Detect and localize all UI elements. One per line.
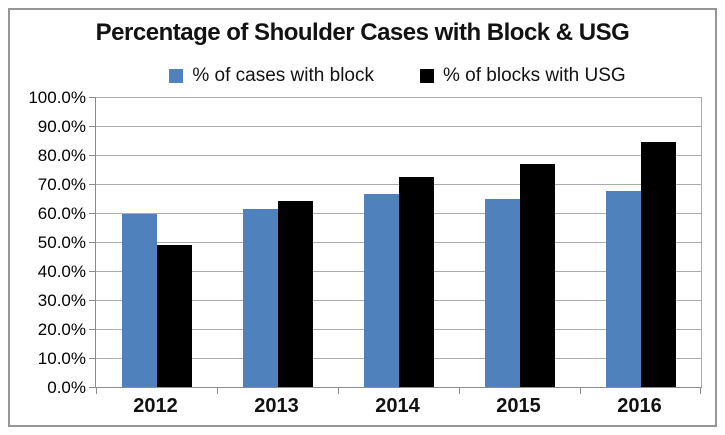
y-axis-tick (89, 271, 96, 272)
legend-item-cases-with-block: % of cases with block (169, 65, 374, 87)
y-axis-tick (89, 358, 96, 359)
bar-2012-series-0 (121, 214, 157, 387)
bar-2013-series-1 (277, 201, 313, 387)
y-axis-tick (89, 329, 96, 330)
x-axis-label-2013: 2013 (254, 395, 299, 417)
y-axis-label-80.0%: 80.0% (37, 146, 86, 165)
x-axis-tick (338, 388, 339, 394)
y-axis-tick (89, 242, 96, 243)
y-axis-label-70.0%: 70.0% (37, 175, 86, 194)
x-axis-label-2016: 2016 (617, 395, 662, 417)
x-axis-tick (217, 388, 218, 394)
x-axis-label-2015: 2015 (496, 395, 541, 417)
x-axis-label-2012: 2012 (133, 395, 178, 417)
legend: % of cases with block % of blocks with U… (95, 63, 700, 89)
bar-2016-series-0 (605, 191, 641, 387)
y-axis-tick (89, 300, 96, 301)
legend-label: % of cases with block (192, 65, 374, 86)
y-axis-label-50.0%: 50.0% (37, 233, 86, 252)
bar-2013-series-0 (242, 208, 278, 387)
gridline-100 (96, 97, 701, 98)
y-axis-tick (89, 184, 96, 185)
y-axis-label-30.0%: 30.0% (37, 291, 86, 310)
y-axis-tick (89, 126, 96, 127)
legend-marker-black-square-icon (419, 69, 434, 83)
y-axis-tick (89, 387, 96, 388)
bar-2014-series-1 (398, 176, 434, 387)
y-axis-label-0.0%: 0.0% (47, 378, 86, 397)
gridline-80 (96, 155, 701, 156)
chart-title: Percentage of Shoulder Cases with Block … (95, 19, 630, 46)
y-axis-labels: 0.0% 10.0% 20.0% 30.0% 40.0% 50.0% 60.0% 70.0% 8… (0, 88, 86, 397)
y-axis-tick (89, 155, 96, 156)
bar-2014-series-0 (363, 194, 399, 387)
y-axis-label-60.0%: 60.0% (37, 204, 86, 223)
bar-2015-series-0 (484, 198, 520, 387)
x-axis-tick (96, 388, 97, 394)
y-axis-label-10.0%: 10.0% (37, 349, 86, 368)
bar-2016-series-1 (640, 141, 676, 387)
y-axis-label-20.0%: 20.0% (37, 320, 86, 339)
x-axis-labels: 2012 2013 2014 2015 2016 (95, 395, 700, 421)
gridline-90 (96, 126, 701, 127)
y-axis-tick (89, 213, 96, 214)
legend-label: % of blocks with USG (442, 65, 626, 86)
plot-area (89, 97, 702, 394)
bar-2015-series-1 (519, 163, 555, 387)
legend-item-blocks-with-usg: % of blocks with USG (419, 65, 626, 87)
y-axis-tick (89, 97, 96, 98)
y-axis-label-40.0%: 40.0% (37, 262, 86, 281)
x-axis-label-2014: 2014 (375, 395, 420, 417)
y-axis-label-100.0%: 100.0% (28, 88, 86, 107)
x-axis-tick (700, 388, 701, 394)
legend-marker-blue-square-icon (169, 69, 184, 83)
y-axis-label-90.0%: 90.0% (37, 117, 86, 136)
x-axis-tick (580, 388, 581, 394)
bar-2012-series-1 (156, 244, 192, 387)
x-axis-tick (459, 388, 460, 394)
